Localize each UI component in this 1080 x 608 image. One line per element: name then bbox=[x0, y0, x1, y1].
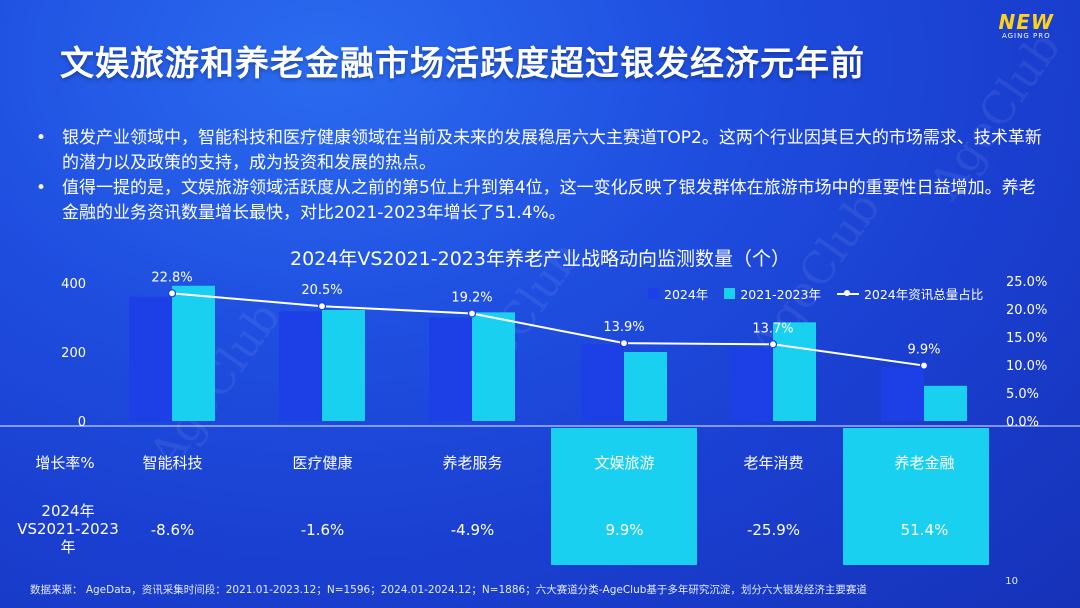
legend-swatch-2021-2023 bbox=[724, 288, 736, 299]
share-data-label: 22.8% bbox=[151, 270, 192, 285]
legend-label: 2021-2023年 bbox=[740, 287, 821, 302]
share-data-label: 20.5% bbox=[301, 283, 342, 298]
category-label: 养老服务 bbox=[442, 454, 503, 472]
bullet-dot: • bbox=[36, 128, 47, 148]
share-line bbox=[171, 292, 925, 367]
share-point bbox=[467, 309, 477, 318]
logo-new: NEW bbox=[998, 10, 1054, 34]
chart-legend: 2024年 2021-2023年 2024年资讯总量占比 bbox=[648, 284, 983, 303]
y-left-tick-label: 400 bbox=[61, 277, 86, 292]
bullet-item: • 银发产业领域中，智能科技和医疗健康领域在当前及未来的发展稳居六大主赛道TOP… bbox=[36, 126, 1046, 176]
bar-2021-2023 bbox=[322, 309, 365, 421]
table-row-label-line: 年 bbox=[60, 538, 76, 556]
legend-label: 2024年 bbox=[664, 287, 709, 302]
share-point bbox=[919, 361, 929, 370]
bullet-dot: • bbox=[36, 178, 47, 198]
bullet-text: 值得一提的是，文娱旅游领域活跃度从之前的第5位上升到第4位，这一变化反映了银发群… bbox=[62, 178, 1036, 223]
category-label: 医疗健康 bbox=[292, 454, 353, 472]
table-row-label-line: VS2021-2023 bbox=[17, 520, 119, 538]
highlight-column-jinrong bbox=[843, 428, 989, 565]
y-left-tick-label: 0 bbox=[78, 415, 86, 430]
y-left-tick-label: 200 bbox=[61, 346, 86, 361]
highlight-column-wenyu bbox=[551, 428, 697, 565]
legend-item: 2024年 bbox=[648, 284, 708, 303]
bar-2024 bbox=[881, 367, 924, 421]
growth-value: -8.6% bbox=[150, 521, 195, 539]
bullet-text: 银发产业领域中，智能科技和医疗健康领域在当前及未来的发展稳居六大主赛道TOP2。… bbox=[62, 128, 1042, 173]
bar-2021-2023 bbox=[924, 385, 967, 421]
bar-2021-2023 bbox=[624, 352, 667, 421]
share-data-label: 13.9% bbox=[603, 320, 644, 335]
share-data-label: 13.7% bbox=[752, 321, 793, 336]
bar-2024 bbox=[429, 317, 472, 421]
y-right-tick-label: 5.0% bbox=[1006, 387, 1039, 402]
y-right-tick-label: 25.0% bbox=[1006, 275, 1047, 290]
data-source-footnote: 数据来源： AgeData，资讯采集时间段：2021.01-2023.12；N=… bbox=[30, 584, 867, 596]
legend-swatch-2024 bbox=[648, 288, 659, 299]
table-row-label: 2024年 VS2021-2023 年 bbox=[8, 502, 128, 556]
bar-2024 bbox=[730, 347, 773, 421]
share-point bbox=[768, 340, 778, 349]
category-label: 老年消费 bbox=[743, 454, 804, 472]
y-right-tick-label: 10.0% bbox=[1006, 359, 1047, 374]
growth-value: -1.6% bbox=[300, 521, 345, 539]
logo-sub: AGING PRO bbox=[1001, 32, 1051, 40]
bar-2024 bbox=[129, 296, 172, 421]
share-data-label: 19.2% bbox=[451, 290, 492, 305]
chart-title: 2024年VS2021-2023年养老产业战略动向监测数量（个） bbox=[290, 248, 790, 270]
growth-value: -4.9% bbox=[450, 521, 495, 539]
legend-line-icon bbox=[836, 289, 859, 299]
legend-item: 2021-2023年 bbox=[724, 284, 821, 303]
share-point bbox=[619, 339, 629, 348]
category-label: 文娱旅游 bbox=[594, 454, 655, 472]
share-point bbox=[167, 289, 177, 298]
category-label: 养老金融 bbox=[894, 454, 955, 472]
category-label: 智能科技 bbox=[142, 454, 203, 472]
table-header-label: 增长率% bbox=[35, 454, 95, 472]
bar-2021-2023 bbox=[773, 322, 816, 421]
y-right-tick-label: 15.0% bbox=[1006, 331, 1047, 346]
bar-2024 bbox=[279, 311, 322, 421]
bullet-list: • 银发产业领域中，智能科技和医疗健康领域在当前及未来的发展稳居六大主赛道TOP… bbox=[36, 126, 1046, 226]
bar-2021-2023 bbox=[172, 285, 215, 421]
bullet-item: • 值得一提的是，文娱旅游领域活跃度从之前的第5位上升到第4位，这一变化反映了银… bbox=[36, 176, 1046, 226]
legend-label: 2024年资讯总量占比 bbox=[863, 287, 984, 302]
growth-value: 9.9% bbox=[605, 521, 644, 539]
growth-value: -25.9% bbox=[746, 521, 801, 539]
page-number: 10 bbox=[1005, 576, 1018, 587]
page-title: 文娱旅游和养老金融市场活跃度超过银发经济元年前 bbox=[60, 44, 865, 84]
brand-logo: NEW AGING PRO bbox=[999, 12, 1054, 41]
legend-item: 2024年资讯总量占比 bbox=[836, 284, 984, 303]
bar-2024 bbox=[581, 344, 624, 421]
table-row-label-line: 2024年 bbox=[41, 502, 95, 520]
y-right-tick-label: 20.0% bbox=[1006, 303, 1047, 318]
y-right-tick-label: 0.0% bbox=[1006, 415, 1039, 430]
share-data-label: 9.9% bbox=[907, 343, 940, 358]
share-point bbox=[317, 302, 327, 311]
growth-value: 51.4% bbox=[900, 521, 949, 539]
bar-2021-2023 bbox=[472, 312, 515, 421]
